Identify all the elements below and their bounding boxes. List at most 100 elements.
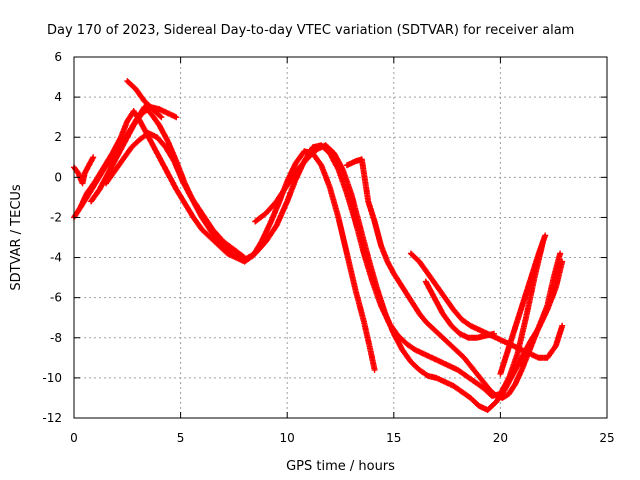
data-point <box>505 352 508 356</box>
data-point <box>552 276 555 279</box>
data-point <box>158 156 161 159</box>
data-point <box>469 396 472 400</box>
data-point <box>441 312 445 315</box>
data-point <box>460 390 464 394</box>
data-point <box>181 180 184 183</box>
data-point <box>268 222 272 225</box>
data-point <box>81 182 84 185</box>
x-tick-label: 0 <box>70 431 78 445</box>
data-point <box>561 324 564 327</box>
data-point <box>422 352 425 356</box>
data-point <box>443 380 447 384</box>
data-point <box>190 196 193 199</box>
data-point <box>222 240 225 243</box>
data-point <box>418 368 421 372</box>
data-point <box>409 252 413 255</box>
data-point <box>482 380 485 384</box>
series-arc-6 <box>124 78 165 121</box>
data-point <box>166 140 170 143</box>
x-tick-label: 5 <box>177 431 185 445</box>
data-point <box>132 109 135 113</box>
data-point <box>160 115 163 119</box>
data-point <box>294 178 297 181</box>
series-markers <box>77 104 546 399</box>
data-point <box>379 244 383 247</box>
data-point <box>345 192 349 195</box>
data-point <box>475 336 479 339</box>
data-point <box>200 228 204 231</box>
y-tick-label: -12 <box>42 411 62 425</box>
data-series <box>71 78 566 413</box>
y-tick-label: -8 <box>50 331 62 345</box>
data-point <box>418 312 421 315</box>
data-point <box>426 374 430 378</box>
data-point <box>164 146 167 149</box>
data-point <box>115 156 118 159</box>
data-point <box>85 196 88 199</box>
series-arc-11 <box>497 232 549 377</box>
data-point <box>151 107 155 111</box>
series-arc-9 <box>407 250 566 361</box>
y-tick-label: 4 <box>54 90 62 104</box>
data-point <box>450 324 453 327</box>
data-point <box>209 236 212 239</box>
data-point <box>138 138 142 141</box>
data-point <box>254 220 257 223</box>
data-point <box>561 260 564 263</box>
data-point <box>87 164 91 167</box>
data-point <box>143 99 146 103</box>
data-point <box>501 396 504 400</box>
data-point <box>494 400 498 404</box>
data-point <box>183 202 187 205</box>
data-point <box>200 212 204 215</box>
data-point <box>296 168 300 171</box>
data-point <box>484 334 487 337</box>
data-point <box>232 248 236 251</box>
data-point <box>373 368 376 372</box>
y-tick-label: 2 <box>54 130 62 144</box>
data-point <box>443 296 447 299</box>
series-arc-4 <box>88 104 180 205</box>
data-point <box>452 308 455 311</box>
data-point <box>324 144 327 147</box>
data-point <box>354 160 357 163</box>
data-point <box>516 352 519 356</box>
data-point <box>155 136 159 139</box>
data-point <box>398 282 402 285</box>
data-point <box>192 216 195 219</box>
data-point <box>424 280 427 283</box>
series-markers <box>103 130 248 261</box>
data-point <box>452 384 455 388</box>
data-point <box>94 182 97 185</box>
data-point <box>166 111 170 115</box>
data-point <box>175 188 178 191</box>
data-point <box>529 352 532 356</box>
data-point <box>362 320 366 323</box>
y-tick-label: -2 <box>50 210 62 224</box>
data-point <box>511 344 515 347</box>
data-point <box>358 224 361 227</box>
data-point <box>450 344 453 347</box>
data-point <box>486 408 489 412</box>
data-point <box>345 252 349 255</box>
data-point <box>492 332 496 335</box>
data-point <box>469 364 472 368</box>
data-point <box>488 388 491 392</box>
data-point <box>477 328 481 331</box>
data-point <box>503 388 506 392</box>
data-point <box>149 111 152 115</box>
series-arc-10 <box>422 278 497 341</box>
data-point <box>520 368 523 372</box>
data-point <box>264 240 268 243</box>
data-point <box>426 272 430 275</box>
data-point <box>554 344 558 347</box>
data-point <box>158 107 161 111</box>
series-arc-1 <box>71 154 97 187</box>
x-axis-label: GPS time / hours <box>286 459 395 474</box>
data-point <box>98 188 101 191</box>
data-point <box>211 228 214 231</box>
y-tick-label: -6 <box>50 291 62 305</box>
data-point <box>134 87 138 91</box>
data-point <box>392 332 395 335</box>
